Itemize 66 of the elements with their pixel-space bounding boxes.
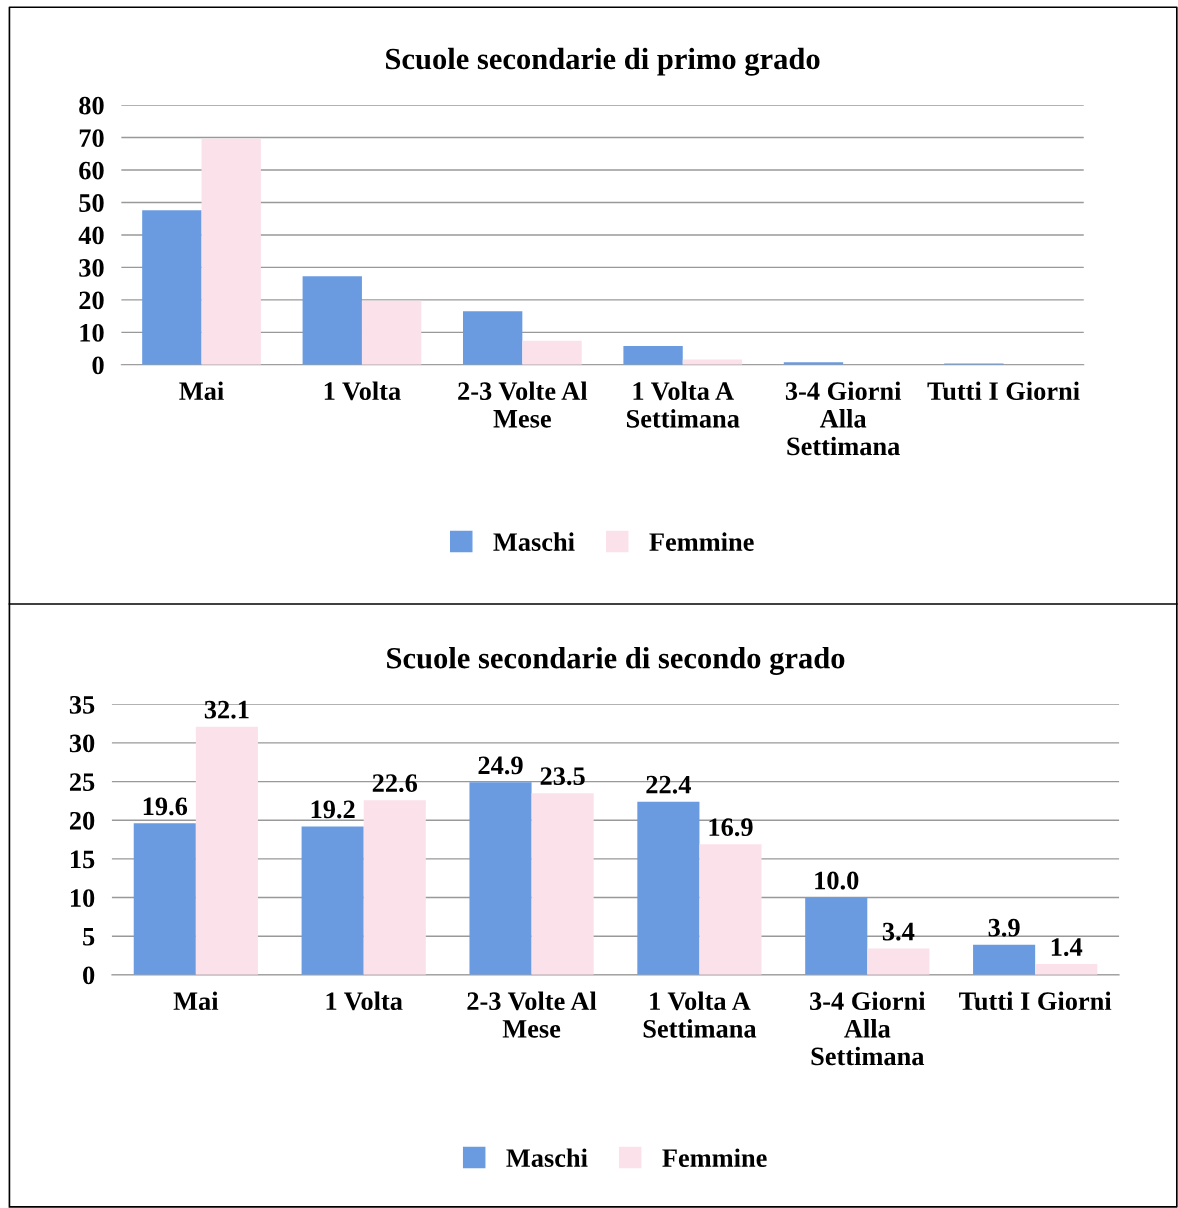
bar (142, 210, 202, 365)
x-tick-label: 1 Volta (326, 991, 403, 1011)
y-tick-label: 35 (69, 695, 95, 714)
bar (699, 844, 762, 975)
bar (195, 726, 258, 975)
legend-label: Maschi (493, 532, 575, 551)
y-tick-label: 20 (69, 811, 95, 830)
chart-title: Scuole secondarie di primo grado (386, 47, 820, 76)
y-tick-label: 10 (70, 889, 95, 907)
bar (1035, 964, 1098, 975)
y-tick-label: 60 (79, 161, 104, 180)
x-tick-label: Tutti I Giorni (959, 991, 1112, 1011)
bar (469, 782, 532, 975)
bar (201, 138, 261, 365)
bar (363, 800, 426, 975)
data-label: 22.6 (372, 774, 418, 793)
legend-label: Femmine (662, 1148, 767, 1167)
x-tick-label: Mai (179, 381, 224, 401)
data-label: 19.6 (143, 797, 188, 816)
x-tick-label: 3-4 Giorni Alla Settimana (785, 381, 902, 456)
x-tick-label: 1 Volta A Settimana (643, 991, 757, 1038)
data-label: 24.9 (478, 756, 523, 775)
x-tick-label: Tutti I Giorni (927, 381, 1080, 401)
x-tick-label: 2-3 Volte Al Mese (467, 991, 597, 1038)
bar (463, 311, 523, 365)
y-tick-label: 0 (92, 356, 104, 375)
y-tick-label: 0 (83, 966, 95, 985)
x-tick-label: 1 Volta (324, 381, 401, 401)
x-tick-label: Mai (173, 991, 219, 1011)
y-tick-label: 30 (79, 259, 104, 277)
data-label: 16.9 (709, 818, 753, 837)
data-label: 19.2 (311, 800, 355, 819)
y-tick-label: 40 (78, 226, 104, 245)
bar (623, 345, 683, 365)
data-label: 10.0 (815, 871, 859, 890)
bar (361, 300, 422, 365)
bar (531, 793, 594, 975)
bar (302, 276, 362, 365)
y-tick-label: 10 (80, 323, 104, 342)
y-tick-label: 15 (70, 850, 95, 869)
y-tick-label: 25 (69, 773, 95, 791)
bar (973, 944, 1036, 975)
y-tick-label: 5 (83, 928, 95, 946)
bar (637, 801, 700, 975)
legend-label: Maschi (506, 1148, 588, 1167)
x-tick-label: 2-3 Volte Al Mese (458, 381, 588, 428)
bar (301, 826, 364, 975)
y-tick-label: 80 (79, 96, 104, 115)
data-label: 23.5 (540, 767, 585, 786)
data-label: 3.4 (882, 922, 915, 941)
bar (133, 823, 196, 975)
data-label: 32.1 (204, 700, 249, 719)
chart-title: Scuole secondarie di secondo grado (387, 646, 845, 675)
y-tick-label: 70 (79, 129, 104, 147)
bar (522, 340, 582, 365)
bar (805, 897, 868, 975)
data-label: 3.9 (988, 918, 1020, 937)
x-tick-label: 3-4 Giorni Alla Settimana (810, 991, 926, 1066)
data-label: 1.4 (1051, 938, 1083, 957)
x-tick-label: 1 Volta A Settimana (626, 381, 740, 428)
y-tick-label: 50 (79, 194, 104, 212)
y-tick-label: 30 (69, 734, 95, 753)
y-tick-label: 20 (79, 291, 104, 310)
data-label: 22.4 (646, 775, 691, 794)
bar (867, 948, 930, 975)
legend-label: Femmine (649, 532, 754, 551)
